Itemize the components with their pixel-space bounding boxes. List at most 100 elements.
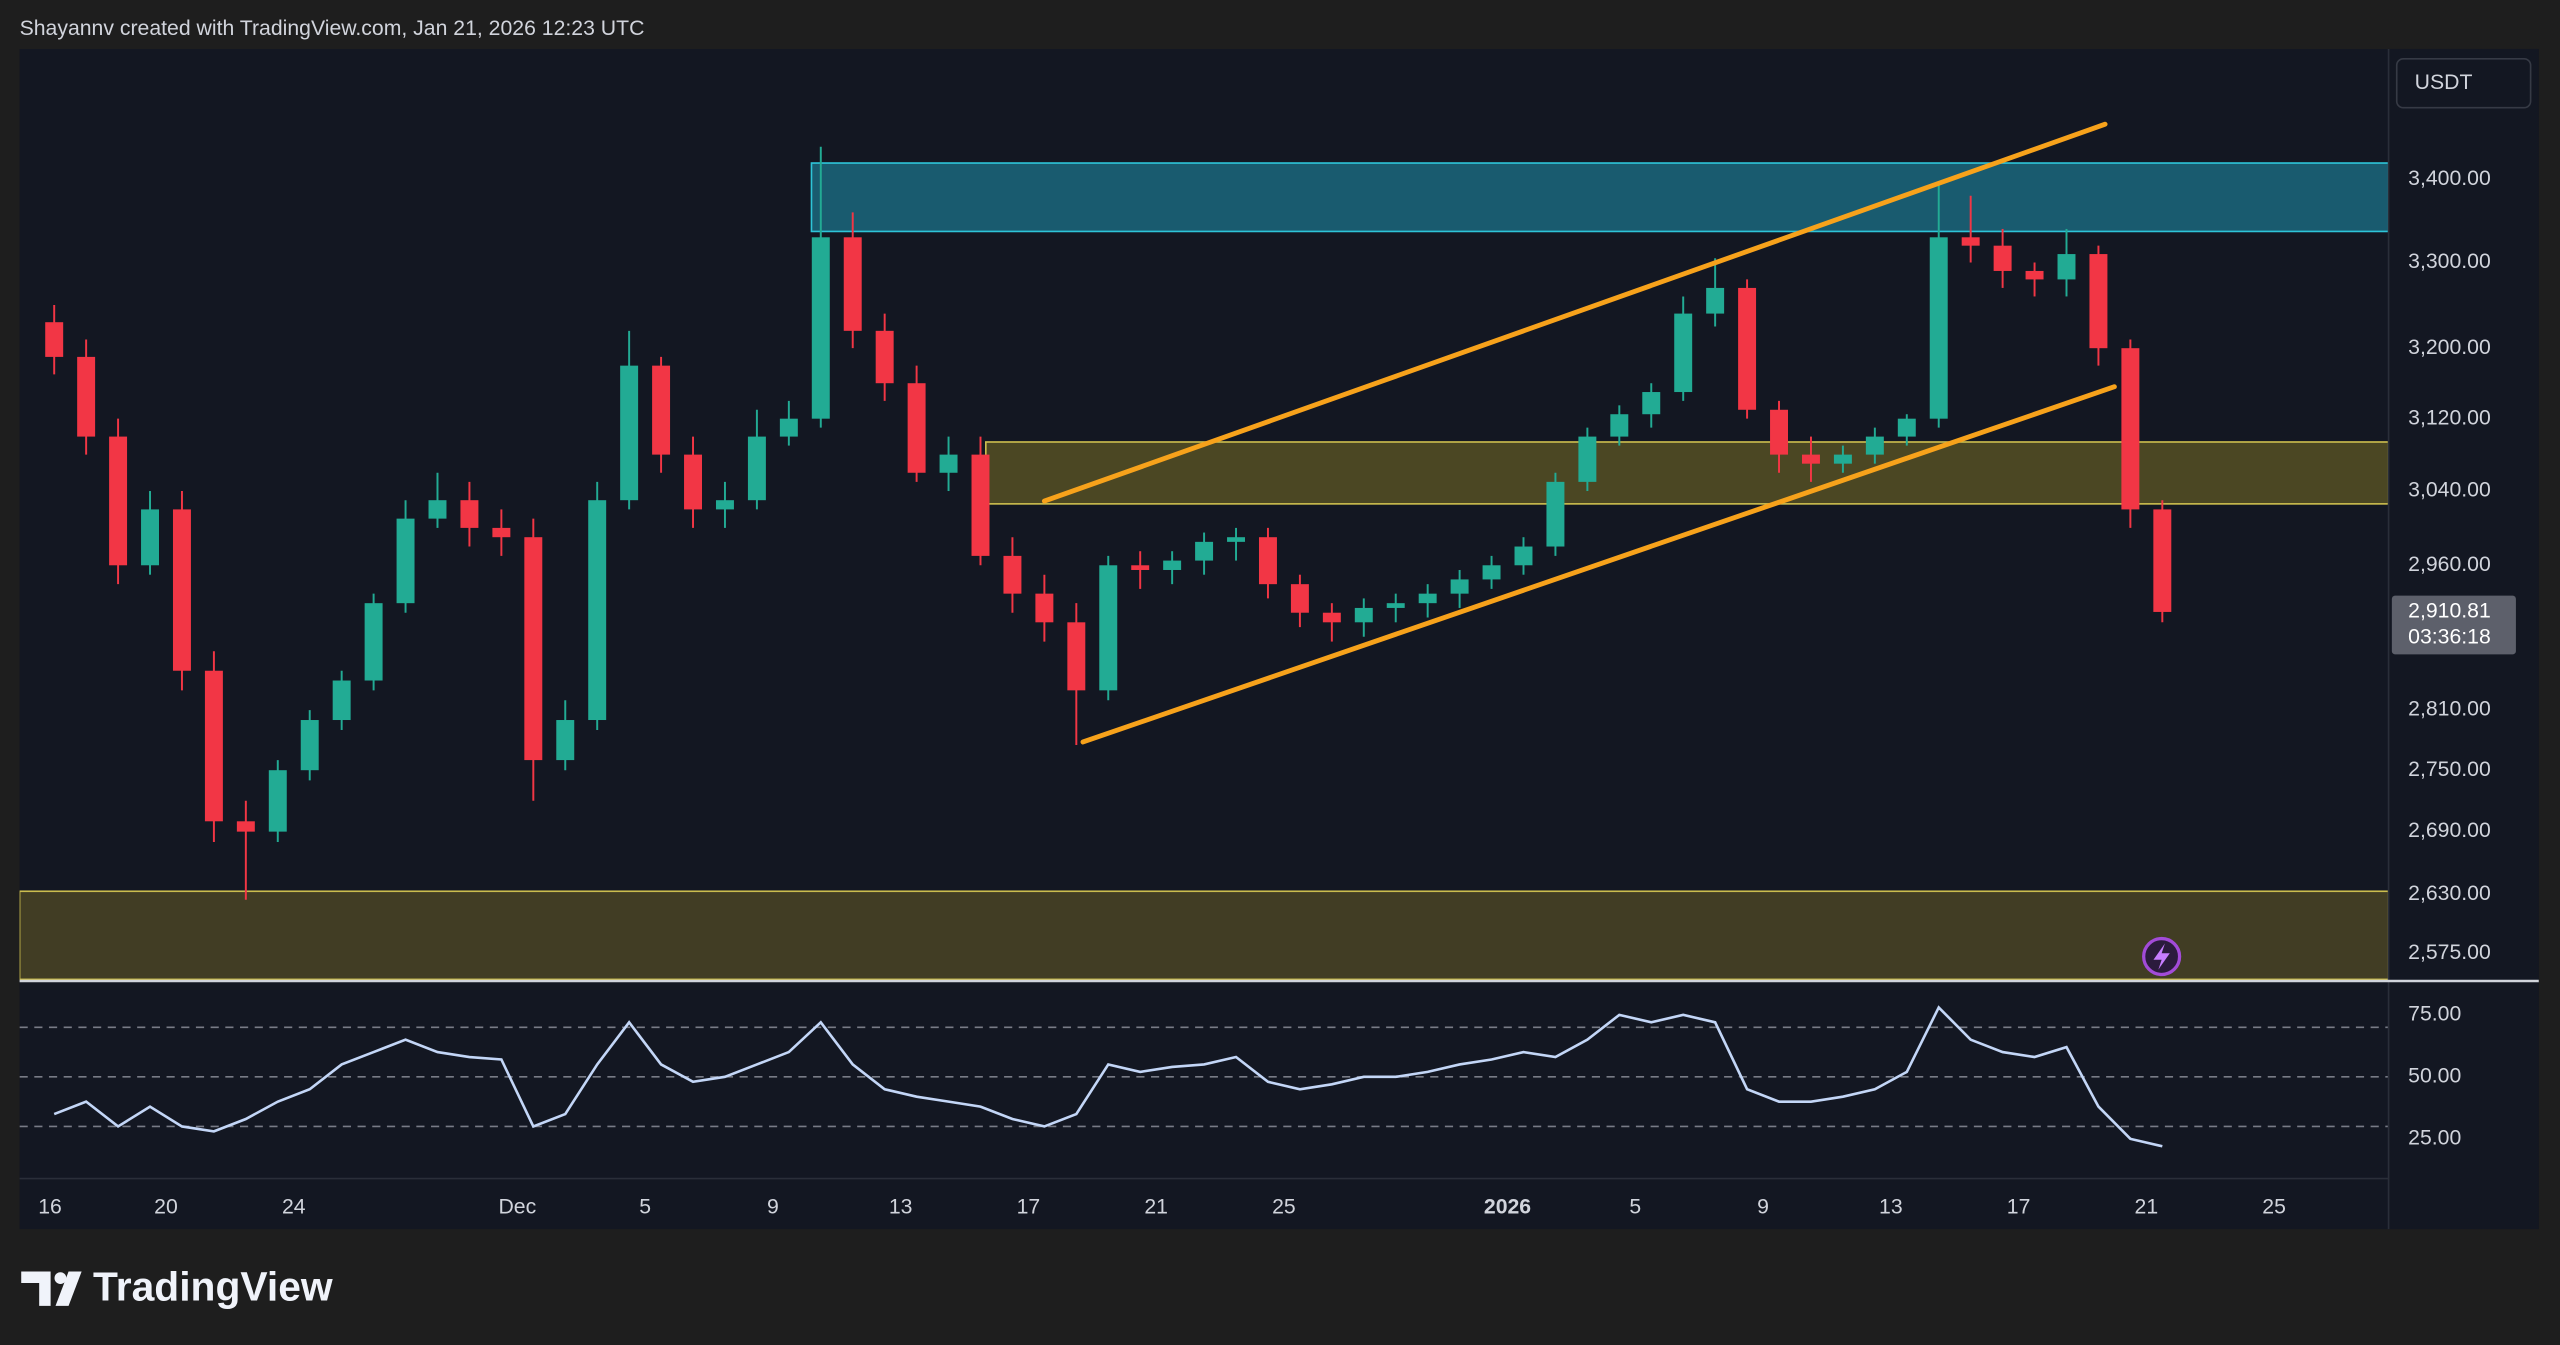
candle-body xyxy=(2089,254,2108,349)
candle-body xyxy=(875,330,894,384)
y-tick-label: 2,630.00 xyxy=(2408,882,2491,905)
plot xyxy=(19,121,2389,1148)
y-tick-label: 2,960.00 xyxy=(2408,553,2491,576)
x-tick-label: 5 xyxy=(639,1195,651,1218)
candle-body xyxy=(1961,237,1980,246)
candle-body xyxy=(1674,313,1693,393)
candle-body xyxy=(77,356,96,437)
x-tick-label: 5 xyxy=(1629,1195,1641,1218)
candle-body xyxy=(1322,612,1341,623)
x-tick-label: 24 xyxy=(282,1195,306,1218)
logo-dot xyxy=(54,1272,67,1284)
currency-box[interactable] xyxy=(2395,57,2532,109)
candle-body xyxy=(1897,418,1916,437)
zone xyxy=(984,441,2389,505)
candle-body xyxy=(1131,565,1150,570)
candle-body xyxy=(364,603,383,681)
alert-icon[interactable] xyxy=(2142,936,2182,977)
candle-body xyxy=(1290,584,1309,613)
candle-body xyxy=(1386,603,1405,608)
x-tick-label: 13 xyxy=(889,1195,913,1218)
candle-body xyxy=(1833,454,1852,464)
candle-body xyxy=(843,237,862,331)
header: Shayannv created with TradingView.com, J… xyxy=(20,17,645,40)
candle-body xyxy=(1801,454,1820,464)
candle-body xyxy=(1993,245,2012,271)
candle-body xyxy=(715,500,734,510)
candle-body xyxy=(268,770,287,832)
candle-body xyxy=(2057,254,2076,280)
candle-body xyxy=(1258,537,1277,585)
candle-body xyxy=(747,436,766,501)
candle-body xyxy=(492,527,511,538)
last-price: 2,910.81 xyxy=(2408,600,2491,623)
zone xyxy=(19,890,2389,981)
x-tick-label: 16 xyxy=(38,1195,62,1218)
x-tick-label: 13 xyxy=(1879,1195,1903,1218)
x-tick-label: 25 xyxy=(2262,1195,2286,1218)
chart-panel xyxy=(19,48,2539,1230)
candle-body xyxy=(204,670,223,822)
x-tick-label: 21 xyxy=(1144,1195,1168,1218)
candle-body xyxy=(2025,270,2044,280)
x-tick-label: 17 xyxy=(1017,1195,1041,1218)
rsi-line xyxy=(53,1005,2163,1148)
candle-body xyxy=(1929,237,1948,419)
x-tick-label: 25 xyxy=(1272,1195,1296,1218)
candle-body xyxy=(428,500,447,519)
y-tick-label: 3,120.00 xyxy=(2408,406,2491,429)
candle-body xyxy=(45,322,64,357)
x-tick-label: 17 xyxy=(2007,1195,2031,1218)
candle-body xyxy=(236,821,255,832)
candle-body xyxy=(588,500,607,721)
candle-body xyxy=(556,720,575,761)
countdown: 03:36:18 xyxy=(2408,626,2491,649)
candle-body xyxy=(1227,537,1246,542)
candle-body xyxy=(1770,409,1789,455)
candle-body xyxy=(1706,287,1725,314)
y-tick-label: 2,575.00 xyxy=(2408,941,2491,964)
candle-body xyxy=(1067,622,1086,691)
rsi-tick-label: 75.00 xyxy=(2408,1002,2461,1025)
rsi-tick-label: 25.00 xyxy=(2408,1126,2461,1149)
logo-v xyxy=(55,1271,82,1306)
y-tick-label: 2,690.00 xyxy=(2408,819,2491,842)
candle-body xyxy=(1354,607,1373,623)
candle-body xyxy=(141,509,159,566)
zone xyxy=(810,162,2389,233)
candle-body xyxy=(300,720,319,771)
candle-body xyxy=(109,436,128,566)
y-tick-label: 3,300.00 xyxy=(2408,250,2491,273)
y-tick-label: 3,040.00 xyxy=(2408,479,2491,502)
candle-body xyxy=(971,454,990,556)
candle-body xyxy=(1195,541,1214,561)
x-tick-label: 20 xyxy=(154,1195,178,1218)
candle-body xyxy=(460,500,479,528)
candle-body xyxy=(1003,555,1022,594)
alert-bolt xyxy=(2153,943,2170,970)
candle-body xyxy=(1418,593,1437,604)
candle-body xyxy=(779,418,798,437)
x-tick-label: 2026 xyxy=(1484,1195,1531,1218)
brand-logo xyxy=(21,1271,82,1306)
y-tick-label: 2,750.00 xyxy=(2408,758,2491,781)
logo-t xyxy=(21,1271,51,1306)
candle-body xyxy=(652,365,671,455)
candle-body xyxy=(1546,481,1565,547)
channel-line xyxy=(1080,384,2117,745)
candle-body xyxy=(1450,579,1469,594)
candle-body xyxy=(1163,560,1182,570)
x-tick-label: Dec xyxy=(498,1195,536,1218)
candle-body xyxy=(332,680,351,721)
brand: TradingView xyxy=(93,1263,333,1309)
y-tick-label: 3,400.00 xyxy=(2408,167,2491,190)
candle-body xyxy=(172,509,191,671)
y-tick-label: 3,200.00 xyxy=(2408,336,2491,359)
last-price-box xyxy=(2391,595,2516,655)
candle-body xyxy=(620,365,639,501)
x-tick-label: 9 xyxy=(1757,1195,1769,1218)
candle-body xyxy=(1099,565,1118,691)
rsi-tick-label: 50.00 xyxy=(2408,1064,2461,1087)
candle-body xyxy=(1035,593,1054,623)
